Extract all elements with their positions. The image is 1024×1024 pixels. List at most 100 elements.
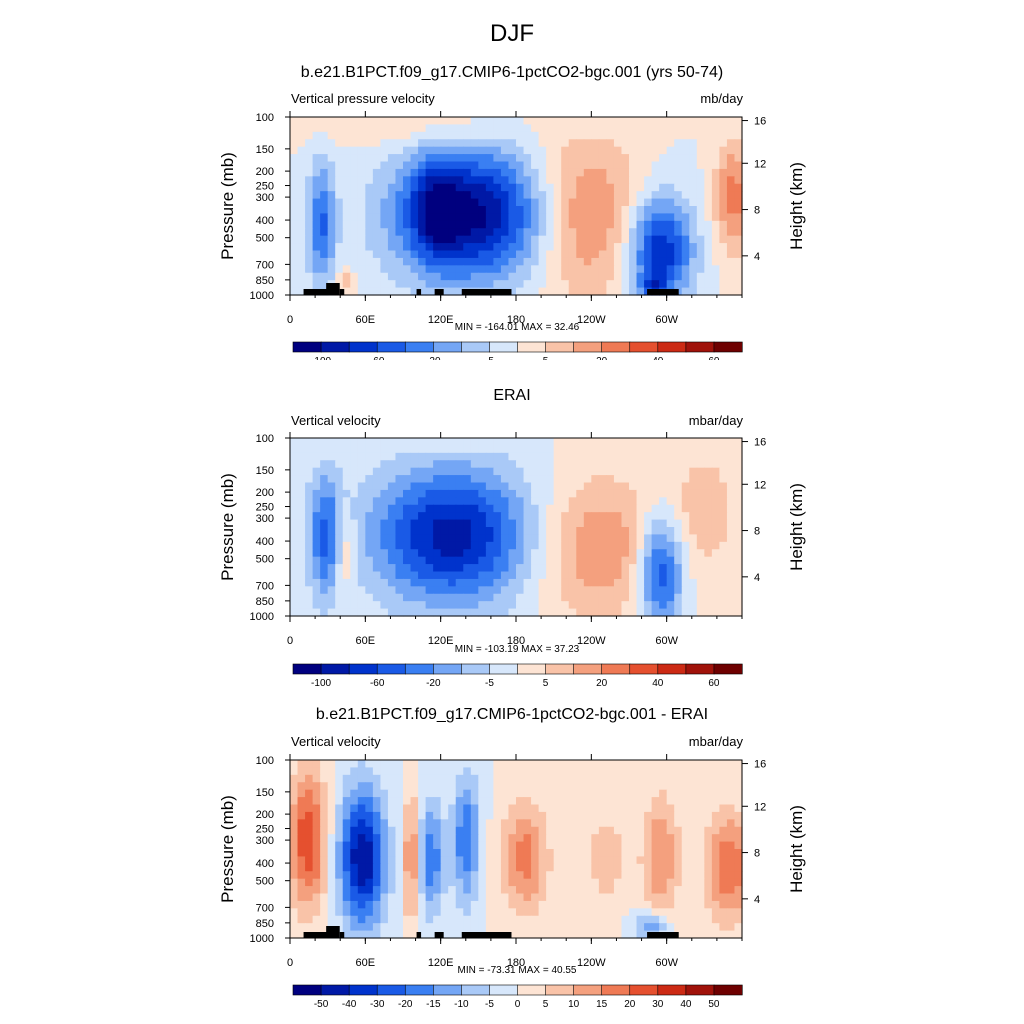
heatmap-cell — [726, 863, 736, 872]
heatmap-cell — [719, 893, 728, 902]
heatmap-cell — [666, 915, 675, 924]
heatmap-cell — [312, 789, 321, 798]
heatmap-cell — [651, 900, 660, 909]
heatmap-cell — [546, 923, 555, 932]
heatmap-cell — [395, 176, 404, 185]
heatmap-cell — [523, 782, 532, 791]
heatmap-cell — [312, 856, 321, 865]
heatmap-cell — [335, 497, 344, 506]
heatmap-cell — [644, 452, 653, 461]
heatmap-cell — [681, 608, 690, 617]
heatmap-cell — [508, 774, 517, 783]
heatmap-cell — [689, 871, 698, 880]
heatmap-cell — [516, 497, 525, 506]
heatmap-cell — [342, 265, 351, 274]
heatmap-cell — [651, 213, 660, 222]
colorbar-swatch — [292, 984, 322, 996]
heatmap-cell — [448, 460, 457, 469]
heatmap-cell — [516, 504, 525, 513]
heatmap-cell — [636, 168, 645, 177]
heatmap-cell — [538, 206, 547, 215]
y-tick-label: 150 — [256, 465, 274, 477]
heatmap-cell — [681, 519, 690, 528]
heatmap-cell — [726, 908, 736, 917]
heatmap-cell — [689, 265, 698, 274]
heatmap-cell — [734, 161, 743, 170]
heatmap-cell — [583, 782, 592, 791]
heatmap-cell — [568, 760, 577, 769]
heatmap-cell — [372, 467, 381, 476]
heatmap-cell — [418, 834, 427, 843]
heatmap-cell — [312, 519, 321, 528]
heatmap-cell — [523, 250, 532, 259]
heatmap-cell — [734, 460, 743, 469]
heatmap-cell — [651, 534, 660, 543]
heatmap-cell — [500, 564, 510, 573]
heatmap-cell — [629, 797, 638, 806]
heatmap-cell — [455, 475, 464, 484]
heatmap-cell — [629, 549, 638, 558]
heatmap-cell — [365, 504, 374, 513]
heatmap-cell — [568, 774, 577, 783]
heatmap-cell — [531, 908, 540, 917]
heatmap-cell — [651, 863, 660, 872]
heatmap-cell — [418, 146, 427, 155]
heatmap-cell — [433, 467, 442, 476]
heatmap-cell — [659, 608, 668, 617]
heatmap-cell — [395, 527, 404, 536]
heatmap-cell — [448, 841, 457, 850]
heatmap-cell — [425, 467, 434, 476]
heatmap-cell — [681, 183, 690, 192]
heatmap-cell — [342, 578, 351, 587]
heatmap-cell — [726, 438, 736, 447]
heatmap-cell — [553, 908, 562, 917]
heatmap-cell — [523, 593, 532, 602]
heatmap-cell — [372, 849, 381, 858]
heatmap-cell — [485, 811, 494, 820]
heatmap-cell — [621, 452, 630, 461]
heatmap-cell — [387, 834, 397, 843]
heatmap-cell — [403, 564, 412, 573]
heatmap-cell — [365, 475, 374, 484]
height-tick-label: 4 — [754, 894, 760, 906]
heatmap-cell — [320, 243, 329, 252]
heatmap-cell — [538, 549, 547, 558]
heatmap-cell — [508, 760, 517, 769]
heatmap-cell — [568, 571, 577, 580]
heatmap-cell — [312, 849, 321, 858]
heatmap-cell — [704, 475, 713, 484]
heatmap-cell — [350, 445, 359, 454]
heatmap-cell — [689, 782, 698, 791]
heatmap-cell — [546, 760, 555, 769]
heatmap-cell — [651, 556, 660, 565]
heatmap-cell — [659, 489, 668, 498]
heatmap-cell — [500, 504, 510, 513]
heatmap-cell — [666, 571, 675, 580]
heatmap-cell — [470, 849, 479, 858]
heatmap-cell — [297, 908, 306, 917]
heatmap-cell — [629, 467, 638, 476]
heatmap-cell — [395, 243, 404, 252]
heatmap-cell — [350, 767, 359, 776]
heatmap-cell — [433, 519, 442, 528]
heatmap-cell — [696, 235, 705, 244]
heatmap-cell — [674, 131, 683, 140]
heatmap-cell — [719, 512, 728, 521]
heatmap-cell — [636, 265, 645, 274]
heatmap-cell — [372, 834, 381, 843]
panel-units-diff: mbar/day — [688, 734, 743, 749]
heatmap-cell — [561, 235, 570, 244]
heatmap-cell — [576, 213, 585, 222]
heatmap-cell — [719, 482, 728, 491]
heatmap-cell — [734, 578, 743, 587]
heatmap-cell — [613, 608, 623, 617]
heatmap-cell — [372, 871, 381, 880]
heatmap-cell — [455, 819, 464, 828]
heatmap-cell — [463, 774, 472, 783]
heatmap-cell — [606, 272, 615, 281]
heatmap-cell — [365, 198, 374, 207]
heatmap-cell — [644, 841, 653, 850]
heatmap-cell — [621, 826, 630, 835]
heatmap-cell — [312, 257, 321, 266]
heatmap-cell — [425, 139, 434, 148]
